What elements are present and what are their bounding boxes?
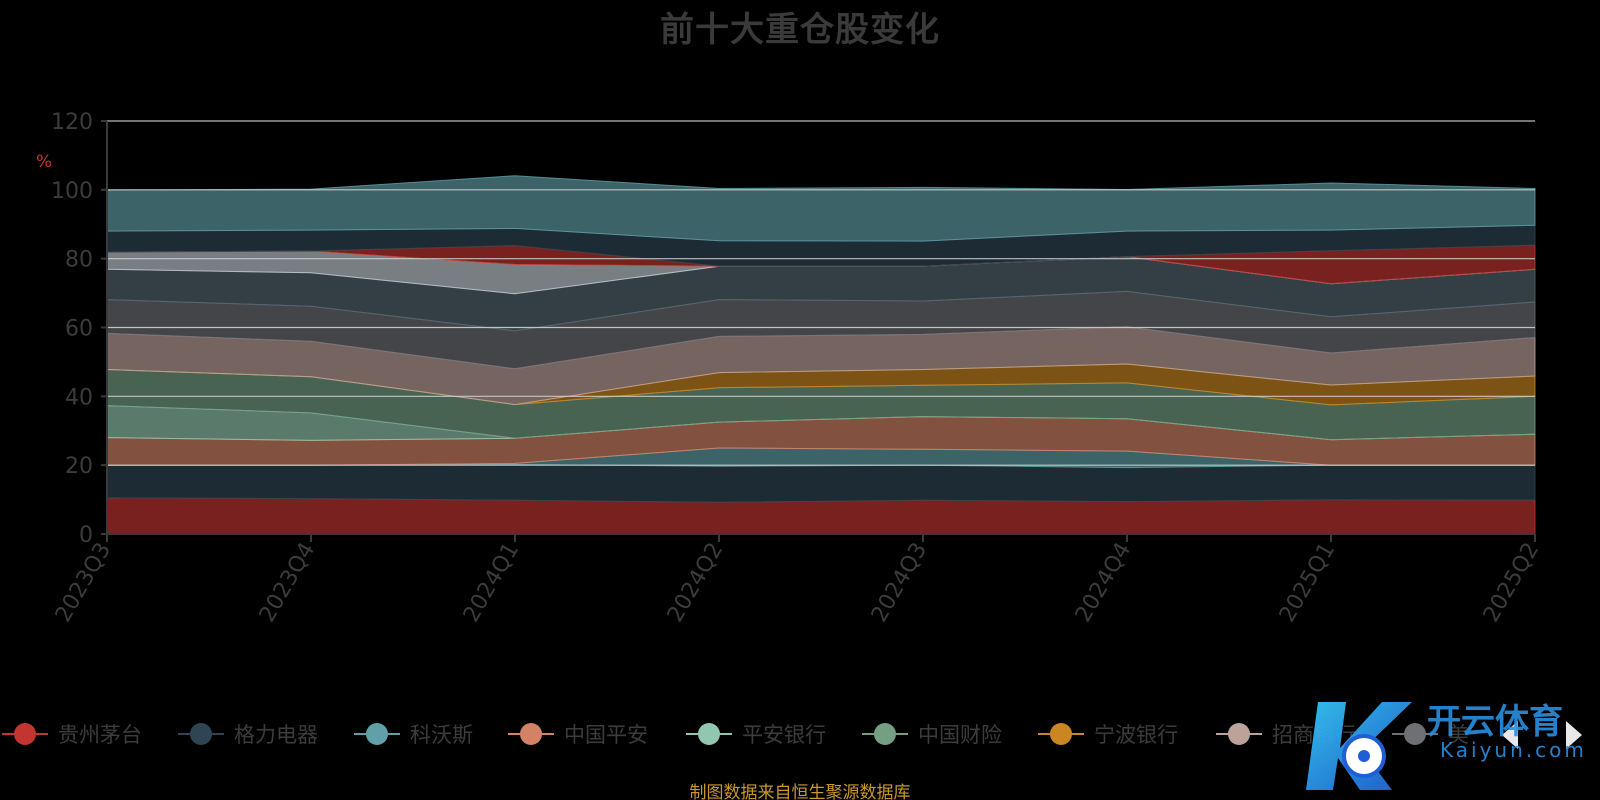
legend-label: 宁波银行	[1094, 723, 1178, 747]
legend-swatch-dot	[366, 723, 388, 745]
legend-swatch-dot	[520, 723, 542, 745]
legend-item[interactable]: 中国平安	[506, 714, 648, 754]
x-tick-label-0: 2023Q3	[51, 539, 116, 627]
watermark-subtitle: Kaiyun.com	[1440, 738, 1587, 762]
area-series-13	[106, 175, 1536, 242]
legend-swatch-icon	[176, 719, 226, 749]
legend-label: 中国平安	[564, 723, 648, 747]
y-tick-label-20: 20	[65, 454, 93, 479]
legend-label: 科沃斯	[410, 723, 473, 747]
y-tick-label-60: 60	[65, 317, 93, 342]
x-tick-label-3: 2024Q2	[663, 539, 728, 627]
watermark-title: 开云体育	[1427, 702, 1563, 742]
legend-prev-page-icon[interactable]	[1502, 721, 1518, 749]
legend-item[interactable]: 格力电器	[176, 714, 318, 754]
legend-swatch-icon	[1036, 719, 1086, 749]
legend-label: 中国财险	[918, 723, 1002, 747]
area-series-0	[106, 497, 1536, 535]
legend-swatch-dot	[1404, 723, 1426, 745]
legend-item[interactable]: 平安银行	[684, 714, 826, 754]
x-tick-label-1: 2023Q4	[255, 539, 320, 627]
legend: 贵州茅台格力电器科沃斯中国平安平安银行中国财险宁波银行招商银行美	[0, 714, 1600, 754]
x-tick-label-7: 2025Q2	[1479, 539, 1544, 627]
watermark-logo: 开云体育 Kaiyun.com	[1300, 690, 1600, 800]
legend-swatch-dot	[1228, 723, 1250, 745]
x-tick-label-6: 2025Q1	[1275, 539, 1340, 627]
legend-swatch-icon	[1390, 719, 1440, 749]
legend-item[interactable]: 贵州茅台	[0, 714, 142, 754]
legend-label: 美	[1448, 723, 1469, 747]
legend-label: 贵州茅台	[58, 723, 142, 747]
legend-item[interactable]: 宁波银行	[1036, 714, 1178, 754]
x-tick-label-4: 2024Q3	[867, 539, 932, 627]
y-tick-label-120: 120	[51, 110, 93, 135]
legend-swatch-dot	[698, 723, 720, 745]
source-note: 制图数据来自恒生聚源数据库	[689, 783, 911, 800]
legend-item[interactable]: 科沃斯	[352, 714, 473, 754]
area-series-1	[106, 463, 1536, 503]
watermark-k-icon	[1306, 702, 1412, 790]
y-tick-label-40: 40	[65, 385, 93, 410]
x-tick-label-2: 2024Q1	[459, 539, 524, 627]
legend-label: 格力电器	[234, 723, 318, 747]
legend-swatch-dot	[190, 723, 212, 745]
legend-swatch-dot	[1050, 723, 1072, 745]
legend-swatch-icon	[684, 719, 734, 749]
legend-swatch-icon	[506, 719, 556, 749]
x-tick-label-5: 2024Q4	[1071, 539, 1136, 627]
legend-swatch-icon	[1214, 719, 1264, 749]
legend-swatch-dot	[874, 723, 896, 745]
legend-next-page-icon[interactable]	[1566, 721, 1582, 749]
legend-swatch-dot	[14, 723, 36, 745]
chart-title: 前十大重仓股变化	[660, 10, 940, 50]
legend-swatch-icon	[0, 719, 50, 749]
legend-item[interactable]: 美	[1390, 714, 1469, 754]
y-tick-label-100: 100	[51, 179, 93, 204]
legend-swatch-icon	[352, 719, 402, 749]
legend-label: 平安银行	[742, 723, 826, 747]
legend-swatch-icon	[860, 719, 910, 749]
y-axis-label: %	[36, 152, 52, 172]
legend-item[interactable]: 中国财险	[860, 714, 1002, 754]
y-tick-label-80: 80	[65, 248, 93, 273]
y-tick-label-0: 0	[79, 523, 93, 548]
